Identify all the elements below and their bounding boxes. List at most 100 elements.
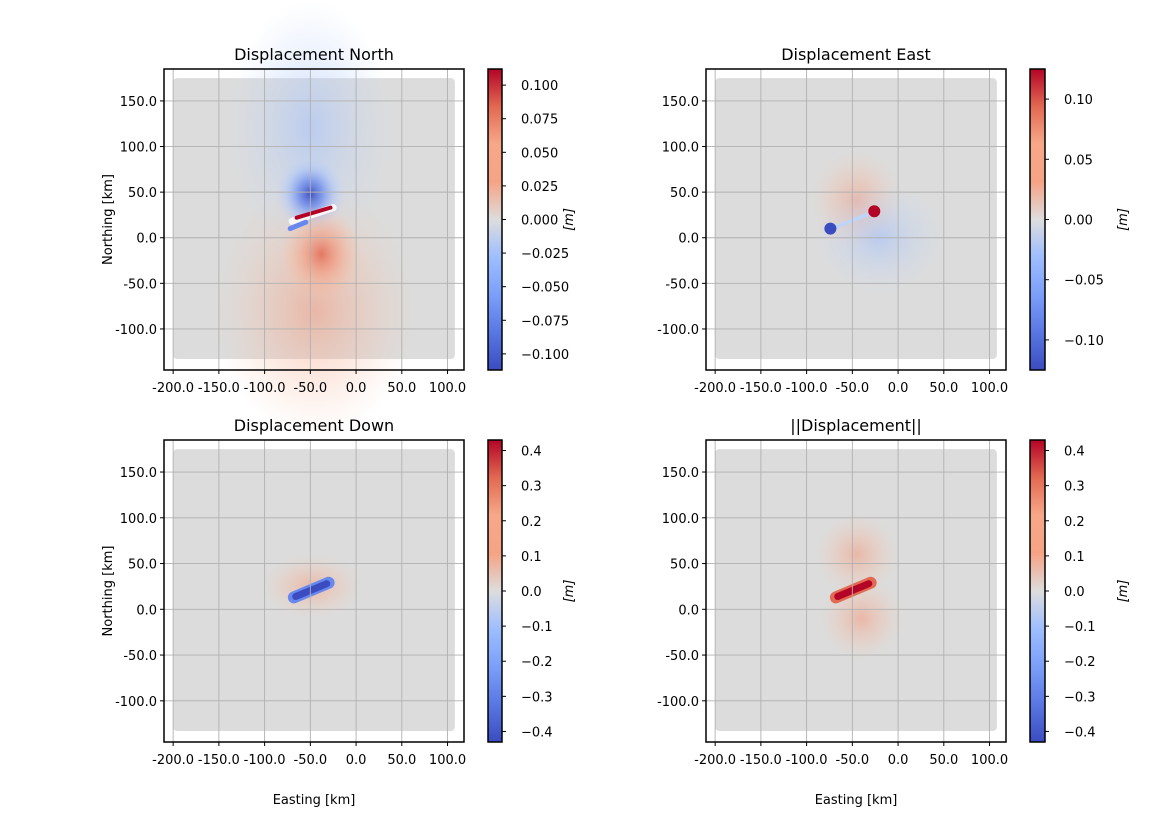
fault-trace-negative bbox=[292, 580, 331, 600]
x-axis-label: Easting [km] bbox=[273, 793, 356, 808]
colorbar-tick-label: −0.4 bbox=[521, 725, 553, 740]
colorbar-tick-label: −0.025 bbox=[521, 247, 569, 262]
x-tick-label: -50.0 bbox=[836, 753, 870, 768]
x-tick-label: -50.0 bbox=[836, 381, 870, 396]
grid bbox=[164, 69, 464, 370]
axes-frame bbox=[163, 439, 465, 743]
y-tick-label: 150.0 bbox=[662, 95, 699, 110]
y-tick-label: 150.0 bbox=[662, 466, 699, 481]
y-tick-label: 150.0 bbox=[120, 466, 157, 481]
colorbar-tick-label: 0.1 bbox=[521, 550, 542, 565]
y-tick-label: 100.0 bbox=[662, 141, 699, 156]
colorbar-label: [m] bbox=[1116, 208, 1131, 231]
colorbar-tick-label: −0.1 bbox=[1064, 620, 1096, 635]
y-tick-label: -50.0 bbox=[665, 277, 699, 292]
colorbar-tick-label: −0.050 bbox=[521, 281, 569, 296]
x-tick-label: 100.0 bbox=[429, 753, 466, 768]
x-tick-label: -100.0 bbox=[244, 381, 286, 396]
grid bbox=[706, 69, 1006, 370]
colorbar: 0.10 0.05 0.00 −0.05 −0.10 [m] bbox=[1029, 68, 1131, 371]
colorbar: 0.4 0.3 0.2 0.1 0.0 −0.1 −0.2 −0.3 −0.4 [m] bbox=[1029, 439, 1131, 743]
x-tick-label: -50.0 bbox=[294, 753, 328, 768]
colorbar: 0.100 0.075 0.050 0.025 0.000 −0.025 −0.050 −0.… bbox=[487, 68, 577, 371]
y-tick-label: 0.0 bbox=[136, 603, 157, 618]
colorbar-label: [m] bbox=[562, 580, 577, 603]
x-tick-label: -200.0 bbox=[694, 381, 736, 396]
y-tick-label: -100.0 bbox=[115, 695, 157, 710]
chart-panel-4: -200.0 -150.0 -100.0 -50.0 0.0 50.0 100.0 150.0… bbox=[657, 416, 1131, 808]
colorbar-tick-label: 0.2 bbox=[1064, 515, 1085, 530]
colorbar-tick-label: 0.2 bbox=[521, 515, 542, 530]
grid bbox=[706, 440, 1006, 742]
heatmap-lobe-positive bbox=[280, 206, 363, 302]
y-axis-label: Northing [km] bbox=[101, 174, 116, 265]
colorbar-tick-label: 0.4 bbox=[1064, 445, 1085, 460]
colorbar-label: [m] bbox=[562, 208, 577, 231]
colorbar-tick-label: 0.0 bbox=[1064, 585, 1085, 600]
y-tick-label: -100.0 bbox=[115, 323, 157, 338]
colorbar-tick-label: −0.2 bbox=[521, 655, 553, 670]
colorbar-label: [m] bbox=[1116, 580, 1131, 603]
colorbar-tick-label: 0.00 bbox=[1064, 214, 1093, 229]
y-tick-label: 50.0 bbox=[128, 186, 157, 201]
x-axis-label: Easting [km] bbox=[815, 793, 898, 808]
axes-frame bbox=[163, 68, 465, 371]
colorbar-tick-label: 0.075 bbox=[521, 113, 558, 128]
chart-panel-1: -200.0 -150.0 -100.0 -50.0 0.0 50.0 100.0 150.0… bbox=[101, 0, 577, 439]
x-tick-label: 100.0 bbox=[971, 753, 1008, 768]
y-tick-label: 150.0 bbox=[120, 95, 157, 110]
axes-frame bbox=[705, 68, 1007, 371]
colorbar-gradient bbox=[1029, 68, 1046, 371]
x-tick-label: 50.0 bbox=[387, 753, 416, 768]
y-tick-label: 50.0 bbox=[128, 558, 157, 573]
colorbar-tick-label: −0.2 bbox=[1064, 655, 1096, 670]
chart-panel-3: -200.0 -150.0 -100.0 -50.0 0.0 50.0 100.0 150.0… bbox=[101, 416, 577, 808]
heatmap-peak-positive bbox=[868, 205, 881, 218]
colorbar-tick-label: 0.1 bbox=[1064, 550, 1085, 565]
y-tick-label: 100.0 bbox=[662, 512, 699, 527]
chart-panel-2: -200.0 -150.0 -100.0 -50.0 0.0 50.0 100.0150.0… bbox=[657, 45, 1131, 396]
colorbar-tick-label: 0.025 bbox=[521, 180, 558, 195]
colorbar: 0.4 0.3 0.2 0.1 0.0 −0.1 −0.2 −0.3 −0.4 [m] bbox=[487, 439, 577, 743]
x-tick-label: -200.0 bbox=[152, 381, 194, 396]
grid bbox=[164, 440, 464, 742]
colorbar-tick-label: 0.000 bbox=[521, 214, 558, 229]
colorbar-tick-label: 0.100 bbox=[521, 79, 558, 94]
x-tick-label: 0.0 bbox=[888, 381, 909, 396]
colorbar-tick-label: −0.3 bbox=[521, 690, 553, 705]
x-tick-label: -50.0 bbox=[294, 381, 328, 396]
colorbar-gradient bbox=[487, 439, 503, 743]
x-tick-label: -150.0 bbox=[198, 753, 240, 768]
colorbar-tick-label: −0.05 bbox=[1064, 274, 1104, 289]
y-tick-label: 50.0 bbox=[670, 186, 699, 201]
x-tick-label: 50.0 bbox=[387, 381, 416, 396]
y-tick-label: -50.0 bbox=[665, 649, 699, 664]
chart-title: Displacement East bbox=[781, 45, 931, 64]
y-tick-label: -50.0 bbox=[123, 277, 157, 292]
y-tick-label: 0.0 bbox=[678, 603, 699, 618]
y-tick-label: 0.0 bbox=[136, 232, 157, 247]
colorbar-tick-label: −0.100 bbox=[521, 348, 569, 363]
heatmap-lobe-north bbox=[815, 513, 899, 596]
y-tick-label: -50.0 bbox=[123, 649, 157, 664]
x-tick-label: 50.0 bbox=[929, 753, 958, 768]
colorbar-gradient bbox=[1029, 439, 1046, 743]
y-tick-label: 100.0 bbox=[120, 141, 157, 156]
y-tick-label: 0.0 bbox=[678, 232, 699, 247]
x-tick-label: 0.0 bbox=[346, 753, 367, 768]
colorbar-tick-label: −0.3 bbox=[1064, 690, 1096, 705]
x-tick-label: -150.0 bbox=[740, 381, 782, 396]
y-axis-label: Northing [km] bbox=[101, 546, 116, 637]
colorbar-tick-label: 0.3 bbox=[1064, 480, 1085, 495]
heatmap-features bbox=[261, 554, 363, 619]
x-tick-label: -150.0 bbox=[198, 381, 240, 396]
y-tick-label: 100.0 bbox=[120, 512, 157, 527]
x-tick-label: 0.0 bbox=[888, 753, 909, 768]
chart-title: ||Displacement|| bbox=[790, 416, 922, 435]
y-tick-label: -100.0 bbox=[657, 695, 699, 710]
colorbar-tick-label: −0.10 bbox=[1064, 334, 1104, 349]
y-tick-label: 50.0 bbox=[670, 558, 699, 573]
heatmap-features bbox=[815, 513, 903, 660]
x-tick-label: 50.0 bbox=[929, 381, 958, 396]
